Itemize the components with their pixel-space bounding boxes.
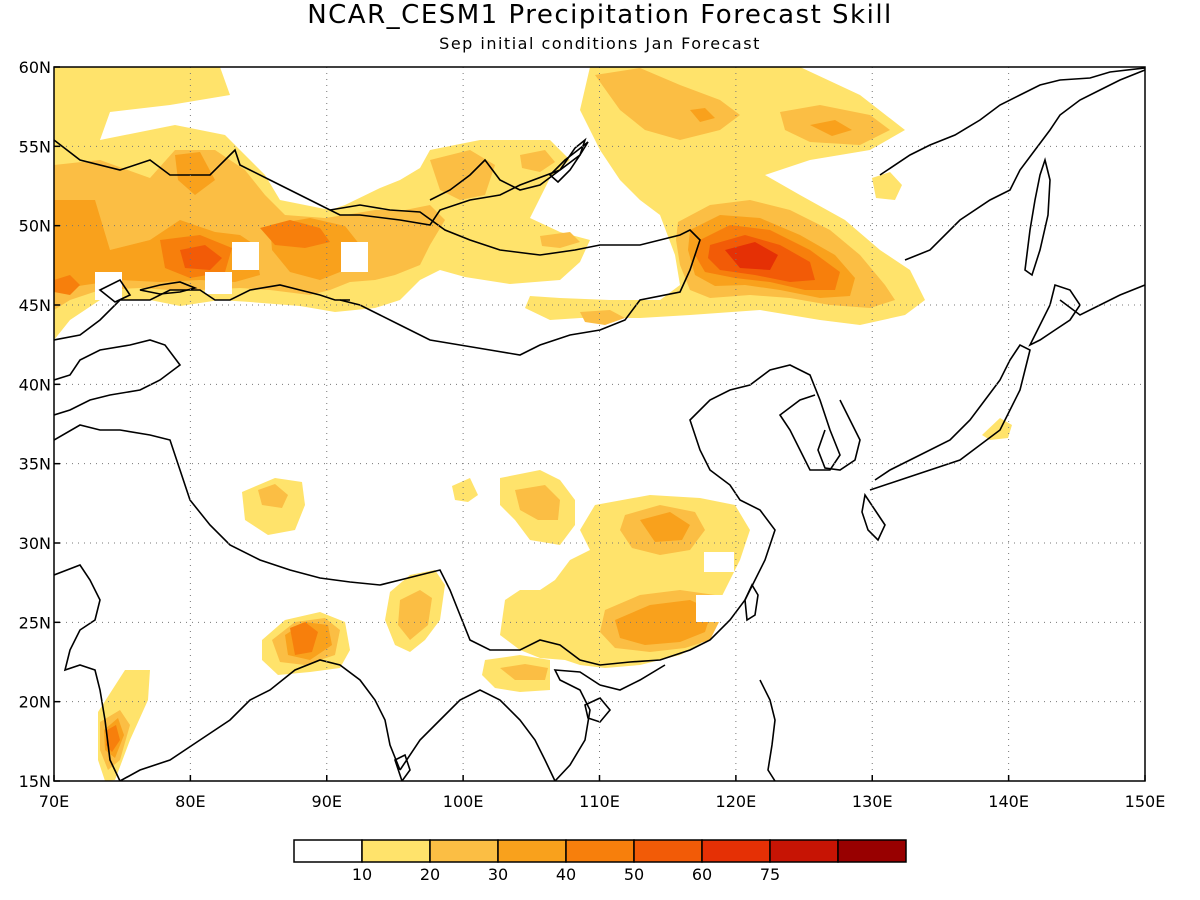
lat-tick-label: 30N (19, 534, 51, 553)
contour-l2-mongolia (430, 150, 495, 200)
asia-coastline (54, 137, 587, 226)
lat-tick-label: 15N (19, 772, 51, 791)
contour-northeast-dot (872, 172, 902, 200)
colorbar-level-label: 20 (420, 865, 440, 884)
contour-l2-central (515, 485, 560, 520)
colorbar-swatch (633, 839, 703, 863)
taiwan (744, 583, 759, 622)
sakhalin (1024, 157, 1051, 277)
contour-l2-assam (398, 590, 432, 640)
contour-l3-southeast (615, 600, 712, 645)
contour-l4-west-india (106, 725, 120, 752)
contour-l4-xj (260, 220, 330, 248)
indochina-coast (399, 689, 556, 781)
colorbar-level-label: 60 (692, 865, 712, 884)
lon-tick-label: 130E (852, 792, 893, 811)
contour-l3-east (640, 512, 690, 542)
contour-l6-ne (725, 242, 778, 270)
contour-tibet-b (452, 478, 478, 502)
lon-tick-label: 110E (579, 792, 620, 811)
lon-tick-label: 90E (312, 792, 342, 811)
central-asia-south (54, 339, 182, 416)
contour-l2-ne-band (580, 310, 625, 325)
colorbar-level-label: 75 (760, 865, 780, 884)
lon-tick-label: 120E (716, 792, 757, 811)
korea-coast (817, 399, 861, 471)
colorbar: 10 20 30 40 50 60 75 (293, 839, 907, 884)
lat-tick-label: 45N (19, 296, 51, 315)
india-north-border (54, 364, 841, 666)
map-title: NCAR_CESM1 Precipitation Forecast Skill (307, 0, 893, 30)
lat-tick-label: 60N (19, 58, 51, 77)
lat-tick-label: 25N (19, 613, 51, 632)
colorbar-level-label: 10 (352, 865, 372, 884)
japan-honshu (869, 343, 1031, 491)
colorbar-swatch (565, 839, 635, 863)
colorbar-swatch (293, 839, 363, 863)
contour-l4-kaz (54, 275, 80, 295)
caspian-aral (98, 278, 132, 303)
hokkaido (1028, 283, 1081, 347)
lon-tick-label: 80E (175, 792, 205, 811)
colorbar-swatch (361, 839, 431, 863)
contour-japan (982, 418, 1012, 440)
lat-tick-label: 55N (19, 137, 51, 156)
lat-tick-label: 50N (19, 217, 51, 236)
indochina-east (553, 664, 666, 781)
sri-lanka (394, 753, 411, 781)
kamchatka-coast (1059, 284, 1145, 316)
japan-kyushu (861, 492, 886, 542)
russia-far-east-2 (879, 67, 1145, 176)
kazakhstan-border (54, 284, 350, 341)
lake-baikal (548, 141, 589, 184)
india-coast (54, 564, 121, 781)
contour-l2-ne-small (540, 232, 580, 248)
colorbar-swatch (701, 839, 771, 863)
contour-l2-tibet (258, 484, 288, 508)
hainan (584, 697, 612, 723)
contour-l5-kaz (180, 245, 222, 270)
india-east-coast (119, 659, 401, 781)
lat-tick-label: 35N (19, 455, 51, 474)
colorbar-swatch (429, 839, 499, 863)
precipitation-skill-field (54, 67, 1012, 781)
lon-tick-label: 140E (988, 792, 1029, 811)
lon-tick-label: 150E (1125, 792, 1166, 811)
contour-l2-mongolia2 (520, 150, 555, 172)
colorbar-swatch (769, 839, 839, 863)
lat-tick-label: 40N (19, 375, 51, 394)
colorbar-level-label: 50 (624, 865, 644, 884)
contour-l2-siberia-n (595, 68, 740, 140)
mongolia-border (329, 204, 701, 356)
contour-l3-siberia2 (810, 120, 852, 136)
map-grid (54, 67, 1145, 781)
lake-balkhash (139, 281, 198, 295)
lat-tick-label: 20N (19, 693, 51, 712)
russia-far-east (904, 69, 1145, 261)
contour-l3-siberia (690, 108, 715, 122)
colorbar-swatch (497, 839, 567, 863)
colorbar-swatch (837, 839, 907, 863)
lon-tick-label: 70E (39, 792, 69, 811)
contour-l3-kaz2 (175, 152, 215, 195)
lon-ticks: 70E 80E 90E 100E 110E 120E 130E 140E 150E (39, 775, 1166, 811)
colorbar-level-label: 40 (556, 865, 576, 884)
coastline-layer (54, 67, 1145, 781)
contour-l2-south (500, 664, 548, 680)
lat-ticks: 60N 55N 50N 45N 40N 35N 30N 25N 20N 15N (19, 58, 60, 791)
colorbar-level-label: 30 (488, 865, 508, 884)
lon-tick-label: 100E (443, 792, 484, 811)
contour-l4-bangladesh (290, 622, 318, 655)
philippines (759, 679, 776, 781)
map-subtitle: Sep initial conditions Jan Forecast (439, 34, 761, 53)
